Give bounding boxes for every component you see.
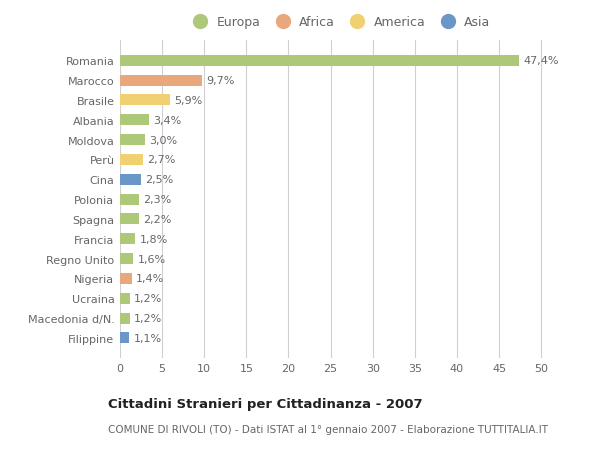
Text: 1,2%: 1,2% [134, 294, 163, 303]
Bar [120, 95, 170, 106]
Bar [120, 155, 143, 166]
Text: 47,4%: 47,4% [523, 56, 559, 66]
Text: 5,9%: 5,9% [174, 96, 202, 106]
Bar [120, 174, 141, 185]
Bar [120, 333, 129, 344]
Text: 3,0%: 3,0% [149, 135, 178, 146]
Text: 1,1%: 1,1% [133, 333, 161, 343]
Bar [120, 214, 139, 225]
Bar [120, 234, 135, 245]
Bar [120, 293, 130, 304]
Legend: Europa, Africa, America, Asia: Europa, Africa, America, Asia [188, 16, 490, 29]
Text: 2,5%: 2,5% [145, 175, 173, 185]
Text: 3,4%: 3,4% [153, 116, 181, 125]
Text: 1,2%: 1,2% [134, 313, 163, 324]
Text: COMUNE DI RIVOLI (TO) - Dati ISTAT al 1° gennaio 2007 - Elaborazione TUTTITALIA.: COMUNE DI RIVOLI (TO) - Dati ISTAT al 1°… [108, 425, 548, 435]
Bar [120, 135, 145, 146]
Bar [120, 274, 132, 284]
Bar [120, 194, 139, 205]
Text: 2,7%: 2,7% [147, 155, 175, 165]
Bar [120, 56, 519, 67]
Text: 1,6%: 1,6% [137, 254, 166, 264]
Text: 1,4%: 1,4% [136, 274, 164, 284]
Bar [120, 313, 130, 324]
Bar [120, 75, 202, 86]
Text: 9,7%: 9,7% [206, 76, 234, 86]
Bar [120, 253, 133, 264]
Text: Cittadini Stranieri per Cittadinanza - 2007: Cittadini Stranieri per Cittadinanza - 2… [108, 397, 422, 410]
Bar [120, 115, 149, 126]
Text: 2,2%: 2,2% [143, 214, 171, 224]
Text: 1,8%: 1,8% [139, 234, 167, 244]
Text: 2,3%: 2,3% [143, 195, 172, 205]
